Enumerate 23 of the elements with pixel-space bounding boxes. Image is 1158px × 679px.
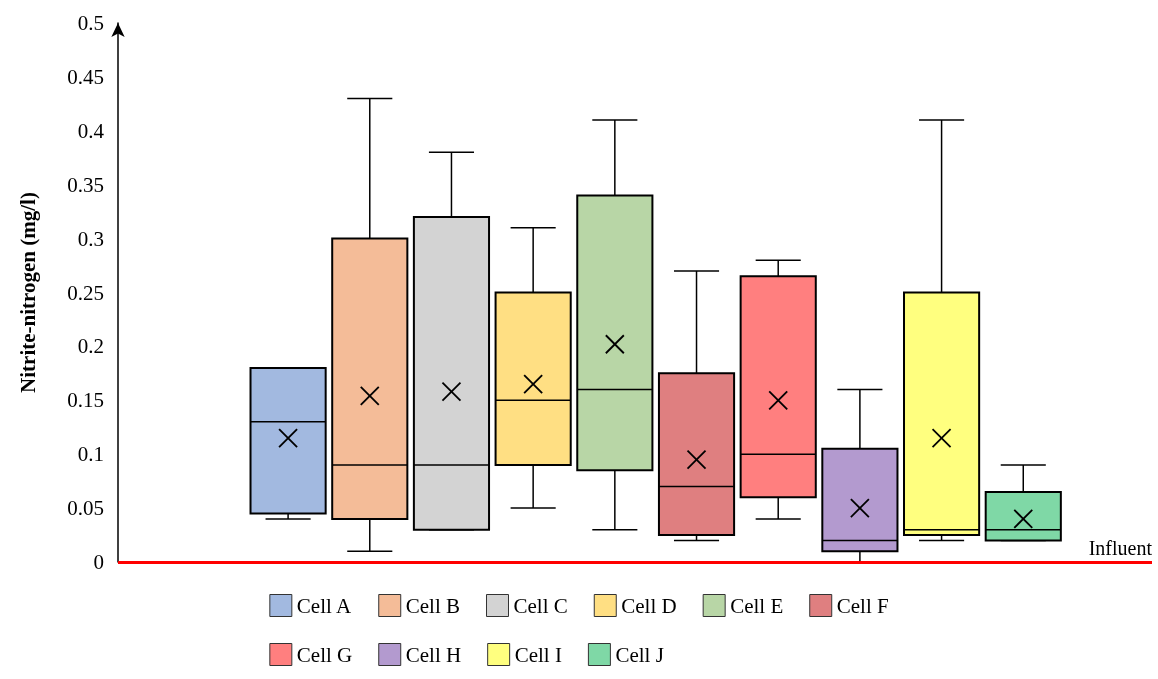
y-tick-label: 0.45 <box>67 64 104 89</box>
y-tick-label: 0.4 <box>77 118 105 143</box>
legend-label: Cell D <box>621 593 677 618</box>
y-tick-label: 0.5 <box>77 11 104 35</box>
y-tick-label: 0.05 <box>67 496 104 521</box>
y-tick-label: 0.2 <box>77 334 104 359</box>
legend-label: Cell E <box>730 593 784 618</box>
legend-label: Cell A <box>296 593 352 618</box>
y-tick-label: 0.35 <box>67 172 104 197</box>
legend-label: Cell C <box>513 593 568 618</box>
y-axis-title: Nitrite-nitrogen (mg/l) <box>15 192 40 393</box>
legend-label: Cell J <box>615 642 664 667</box>
y-tick-label: 0.3 <box>77 226 104 251</box>
legend-label: Cell G <box>296 642 353 667</box>
ref-line-label: Influent <box>1088 537 1153 559</box>
legend-label: Cell I <box>514 642 562 667</box>
legend-label: Cell H <box>405 642 462 667</box>
y-tick-label: 0.25 <box>67 280 104 305</box>
y-tick-label: 0.15 <box>67 388 104 413</box>
y-tick-label: 0.1 <box>77 442 104 467</box>
legend-label: Cell B <box>405 593 461 618</box>
y-tick-label: 0 <box>93 550 104 574</box>
legend-label: Cell F <box>836 593 889 618</box>
